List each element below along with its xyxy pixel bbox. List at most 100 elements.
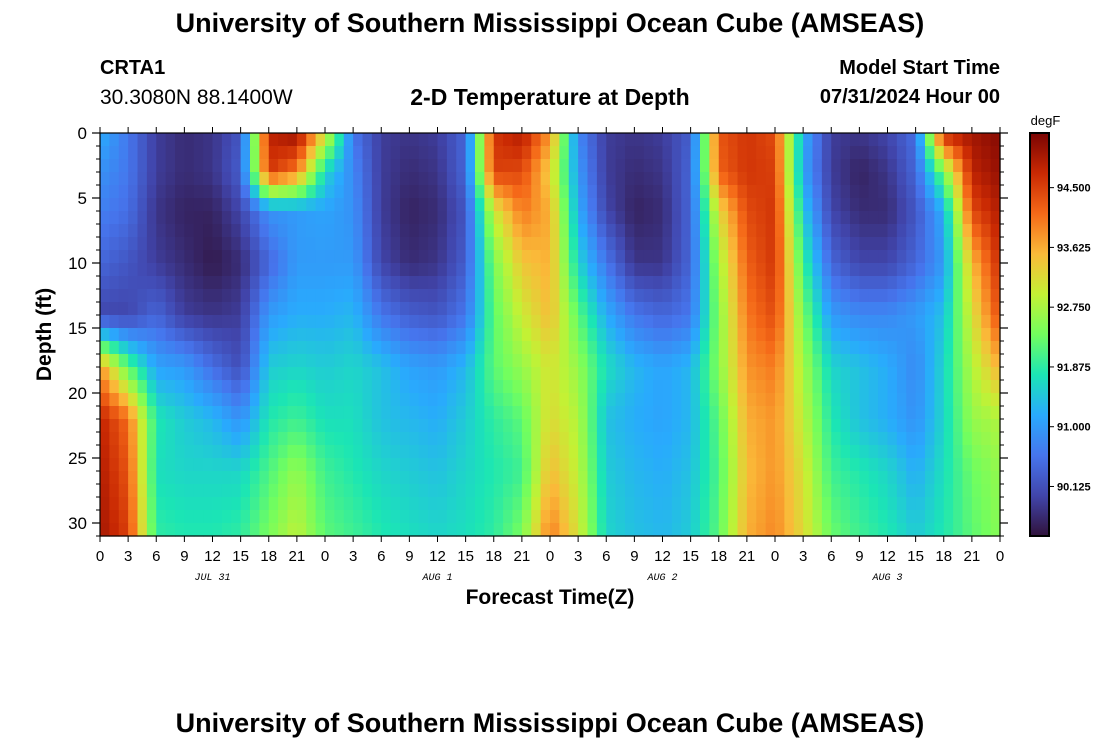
heatmap-cell	[146, 315, 157, 329]
heatmap-cell	[521, 341, 532, 355]
heatmap-cell	[137, 328, 148, 342]
heatmap-cell	[128, 380, 139, 394]
heatmap-cell	[915, 367, 926, 381]
heatmap-cell	[587, 367, 598, 381]
heatmap-cell	[475, 523, 485, 537]
heatmap-cell	[240, 185, 251, 199]
heatmap-cell	[831, 497, 842, 511]
heatmap-cell	[765, 211, 776, 225]
heatmap-cell	[193, 445, 204, 459]
heatmap-cell	[700, 471, 710, 485]
heatmap-cell	[953, 354, 964, 368]
heatmap-cell	[484, 198, 495, 212]
heatmap-cell	[578, 406, 589, 420]
heatmap-cell	[662, 172, 673, 186]
heatmap-cell	[803, 406, 814, 420]
heatmap-cell	[250, 354, 260, 368]
heatmap-cell	[503, 328, 514, 342]
heatmap-cell	[231, 133, 242, 147]
heatmap-cell	[268, 146, 279, 160]
y-tick-label: 5	[78, 189, 87, 208]
colorbar-unit: degF	[1031, 113, 1061, 128]
heatmap-cell	[259, 432, 270, 446]
heatmap-cell	[559, 484, 570, 498]
heatmap-cell	[400, 224, 410, 238]
heatmap-cell	[643, 146, 654, 160]
heatmap-cell	[484, 211, 495, 225]
heatmap-cell	[343, 367, 354, 381]
heatmap-cell	[775, 263, 785, 277]
heatmap-cell	[512, 380, 523, 394]
heatmap-cell	[793, 198, 804, 212]
heatmap-cell	[221, 302, 232, 316]
heatmap-cell	[212, 302, 223, 316]
heatmap-cell	[409, 406, 420, 420]
heatmap-cell	[878, 172, 889, 186]
heatmap-cell	[465, 315, 476, 329]
heatmap-cell	[868, 133, 879, 147]
heatmap-cell	[662, 289, 673, 303]
heatmap-cell	[315, 458, 326, 472]
heatmap-cell	[334, 367, 345, 381]
heatmap-cell	[146, 237, 157, 251]
heatmap-cell	[971, 432, 982, 446]
heatmap-cell	[128, 341, 139, 355]
heatmap-cell	[296, 185, 307, 199]
heatmap-cell	[203, 211, 214, 225]
heatmap-cell	[315, 445, 326, 459]
heatmap-cell	[484, 276, 495, 290]
heatmap-cell	[737, 341, 748, 355]
heatmap-cell	[709, 315, 720, 329]
heatmap-cell	[268, 458, 279, 472]
heatmap-cell	[203, 133, 214, 147]
heatmap-cell	[531, 471, 542, 485]
heatmap-cell	[559, 354, 570, 368]
heatmap-cell	[793, 237, 804, 251]
heatmap-cell	[709, 237, 720, 251]
heatmap-cell	[906, 406, 917, 420]
heatmap-cell	[446, 458, 457, 472]
heatmap-cell	[109, 341, 120, 355]
heatmap-cell	[662, 328, 673, 342]
heatmap-cell	[231, 393, 242, 407]
heatmap-cell	[887, 263, 898, 277]
heatmap-cell	[212, 250, 223, 264]
heatmap-cell	[371, 484, 382, 498]
heatmap-cell	[578, 523, 589, 537]
heatmap-cell	[971, 289, 982, 303]
heatmap-cell	[690, 315, 701, 329]
heatmap-cell	[175, 341, 185, 355]
heatmap-cell	[250, 419, 260, 433]
heatmap-cell	[128, 471, 139, 485]
heatmap-cell	[456, 185, 467, 199]
heatmap-cell	[146, 289, 157, 303]
heatmap-cell	[718, 354, 729, 368]
heatmap-cell	[512, 328, 523, 342]
heatmap-cell	[287, 237, 298, 251]
heatmap-cell	[456, 497, 467, 511]
heatmap-cell	[390, 471, 401, 485]
heatmap-cell	[456, 341, 467, 355]
heatmap-cell	[625, 367, 635, 381]
heatmap-cell	[934, 510, 945, 524]
heatmap-cell	[118, 497, 129, 511]
heatmap-cell	[475, 263, 485, 277]
heatmap-cell	[831, 315, 842, 329]
heatmap-cell	[446, 146, 457, 160]
heatmap-cell	[962, 458, 973, 472]
heatmap-cell	[578, 211, 589, 225]
heatmap-cell	[193, 432, 204, 446]
heatmap-cell	[250, 393, 260, 407]
heatmap-cell	[371, 393, 382, 407]
heatmap-cell	[259, 341, 270, 355]
heatmap-cell	[221, 406, 232, 420]
heatmap-cell	[259, 302, 270, 316]
heatmap-cell	[381, 367, 392, 381]
heatmap-cell	[606, 224, 617, 238]
heatmap-cell	[418, 198, 429, 212]
heatmap-cell	[156, 393, 167, 407]
heatmap-cell	[925, 367, 935, 381]
heatmap-cell	[446, 159, 457, 173]
heatmap-cell	[803, 484, 814, 498]
heatmap-cell	[512, 471, 523, 485]
